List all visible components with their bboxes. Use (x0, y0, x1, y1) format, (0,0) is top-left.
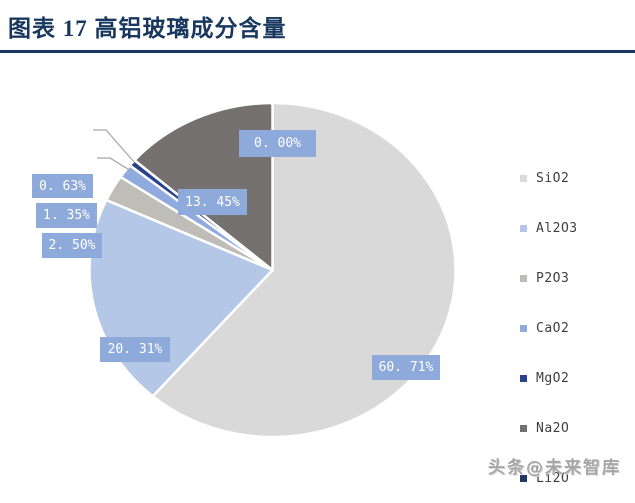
data-label-cao2: 1. 35% (36, 203, 97, 228)
legend-item-sio2: SiO2 (520, 153, 630, 203)
legend-swatch-sio2 (520, 174, 527, 182)
pie-slice-na2o (133, 101, 274, 272)
legend-swatch-al2o3 (520, 224, 527, 232)
legend-item-p2o3: P2O3 (520, 253, 630, 303)
legend-label-li2o: Li2O (536, 470, 570, 486)
legend-item-li2o: Li2O (520, 453, 630, 503)
figure-title: 图表 17 高铝玻璃成分含量 (8, 16, 287, 41)
legend-swatch-mgo2 (520, 374, 527, 382)
legend-item-mgo2: MgO2 (520, 353, 630, 403)
legend-swatch-li2o (520, 474, 527, 482)
legend-label-al2o3: Al2O3 (536, 220, 578, 236)
legend-swatch-cao2 (520, 324, 527, 332)
data-label-na2o: 13. 45% (178, 189, 247, 215)
legend-swatch-p2o3 (520, 274, 527, 282)
legend: SiO2 Al2O3 P2O3 CaO2 MgO2 Na2O Li2O (520, 153, 630, 503)
data-label-p2o3: 2. 50% (42, 233, 102, 258)
data-label-sio2: 60. 71% (372, 355, 440, 380)
legend-swatch-na2o (520, 424, 527, 432)
legend-label-cao2: CaO2 (536, 320, 570, 336)
legend-label-na2o: Na2O (536, 420, 570, 436)
legend-item-cao2: CaO2 (520, 303, 630, 353)
leader-line-mgo2 (93, 129, 135, 163)
watermark: 头条@未来智库 (488, 458, 621, 478)
legend-label-sio2: SiO2 (536, 170, 570, 186)
legend-label-p2o3: P2O3 (536, 270, 570, 286)
leader-line-cao2 (97, 157, 132, 172)
pie-plot-svg (88, 101, 457, 439)
title-rule (0, 50, 635, 53)
pie-slice-sio2 (151, 101, 457, 439)
data-label-mgo2: 0. 63% (32, 174, 93, 198)
legend-label-mgo2: MgO2 (536, 370, 570, 386)
legend-item-al2o3: Al2O3 (520, 203, 630, 253)
pie-chart: 60. 71% 20. 31% 2. 50% 1. 35% 0. 63% 13.… (0, 53, 635, 486)
data-label-li2o: 0. 00% (239, 130, 316, 157)
data-label-al2o3: 20. 31% (100, 337, 170, 362)
legend-item-na2o: Na2O (520, 403, 630, 453)
